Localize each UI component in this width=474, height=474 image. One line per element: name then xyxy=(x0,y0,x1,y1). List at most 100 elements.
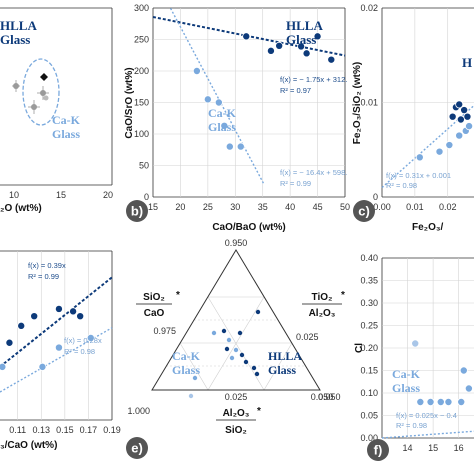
panel-b-x-label: CaO/BaO (wt%) xyxy=(212,222,285,233)
panel-f-point xyxy=(464,384,473,393)
panel-b-hlla-label: HLLA xyxy=(286,18,323,33)
panel-d-fit-cak: R² = 0.98 xyxy=(64,347,95,356)
panel-f-fits xyxy=(381,430,474,439)
panel-e-point xyxy=(233,347,239,353)
panel-d-point xyxy=(69,307,78,316)
panel-e-point xyxy=(188,393,194,399)
panel-a-x-tick: 20 xyxy=(103,190,113,200)
panel-a-point xyxy=(13,83,19,89)
panel-f-y-tick: 0.20 xyxy=(360,343,378,353)
panel-b-grid xyxy=(153,8,345,197)
panel-e-left-label-den: CaO xyxy=(144,308,165,319)
panel-e-point xyxy=(192,375,198,381)
panel-e-bottom-tick: 0.025 xyxy=(225,392,248,402)
panel-f-badge-label: f) xyxy=(374,443,383,458)
panel-c-hlla-label: H xyxy=(462,55,472,70)
panel-b-point xyxy=(236,142,245,151)
panel-b-fit-hlla: R² = 0.97 xyxy=(280,86,311,95)
panel-d: 0.11 0.13 0.15 0.17 0.19 ₃/CaO (wt%) f(x) = … xyxy=(0,250,121,451)
panel-d-fit-cak: f(x) = 0.28x xyxy=(64,336,102,345)
panel-e-left-tick: 1.000 xyxy=(127,406,150,416)
panel-e-point xyxy=(224,346,230,352)
panel-f-y-tick: 0.30 xyxy=(360,298,378,308)
panel-c: 0.00 0.01 0.02 0 0.01 0.02 Fe₂O₃/ Fe₂O₃/SiO₂… xyxy=(352,3,474,233)
panel-e-point xyxy=(221,328,227,334)
panel-b-point xyxy=(220,121,229,130)
panel-b-point xyxy=(203,95,212,104)
panel-e-point xyxy=(251,365,257,371)
panel-e-point xyxy=(243,359,249,365)
panel-b-points xyxy=(192,32,336,151)
panel-f-y-label: Cl xyxy=(354,343,365,353)
panel-b: 15 20 25 30 35 40 45 50 0 50 100 150 200 250 300 CaO/… xyxy=(124,3,350,233)
panel-f-point xyxy=(426,397,435,406)
panel-e-gridline xyxy=(207,296,265,391)
panel-e-point xyxy=(239,352,245,358)
panel-d-point xyxy=(76,312,85,321)
panel-b-point xyxy=(302,49,311,58)
panel-b-y-label: CaO/SrO (wt%) xyxy=(124,67,135,138)
panel-d-x-tick: 0.13 xyxy=(32,425,50,435)
panel-c-point xyxy=(463,112,472,121)
panel-b-cak-label: Ca-K xyxy=(208,106,237,120)
panel-e: 0.950 0.975 1.000 0.025 0.050 0.025 0.05… xyxy=(126,238,345,459)
panel-e-right-label-den: Al₂O₃ xyxy=(309,308,336,319)
panel-f-x-tick: 14 xyxy=(403,443,413,453)
panel-e-gridline xyxy=(179,342,209,391)
panel-f-cak-label: Glass xyxy=(392,381,420,395)
panel-b-point xyxy=(214,98,223,107)
panel-c-point xyxy=(456,115,465,124)
panel-a-point xyxy=(43,95,49,101)
panel-e-cak-label: Ca-K xyxy=(172,349,201,363)
panel-b-x-tick: 45 xyxy=(313,202,323,212)
panel-b-fit-hlla: f(x) = − 1.75x + 312. xyxy=(280,75,347,84)
panel-d-point xyxy=(54,343,63,352)
panel-a-x-tick: 15 xyxy=(56,190,66,200)
panel-e-point xyxy=(255,309,261,315)
panel-f-x-ticks: 13141516 xyxy=(377,443,464,453)
panel-d-x-tick: 0.17 xyxy=(80,425,98,435)
panel-e-bottom-label-den: SiO₂ xyxy=(225,425,247,436)
panel-f-fit-cak: f(x) = 0.025x − 0.4 xyxy=(396,411,457,420)
panel-e-point xyxy=(229,355,235,361)
panel-f-x-tick: 16 xyxy=(454,443,464,453)
panel-c-point xyxy=(455,131,464,140)
panel-f-point xyxy=(416,397,425,406)
panel-b-point xyxy=(242,32,251,41)
panel-f-grid xyxy=(382,258,474,438)
panel-c-x-tick: 0.02 xyxy=(439,202,457,212)
panel-e-cak-label: Glass xyxy=(172,363,200,377)
panel-e-top-vertex: 0.950 xyxy=(225,238,248,248)
panel-e-right-tick: 0.025 xyxy=(296,332,319,342)
panel-d-fit-line xyxy=(0,327,113,393)
panel-b-x-ticks: 15 20 25 30 35 40 45 50 xyxy=(148,202,350,212)
panel-b-x-tick: 30 xyxy=(230,202,240,212)
panel-a-cak-label: Glass xyxy=(52,127,80,141)
panel-a-hlla-label: Glass xyxy=(0,32,30,47)
panel-f-point xyxy=(444,397,453,406)
panel-c-badge xyxy=(353,200,375,222)
panel-b-x-tick: 40 xyxy=(285,202,295,212)
panel-f-y-tick: 0.00 xyxy=(360,433,378,443)
panel-b-fit-cak: R² = 0.99 xyxy=(280,179,311,188)
panel-e-gridline xyxy=(263,342,293,391)
panel-d-x-label: ₃/CaO (wt%) xyxy=(0,440,57,451)
panel-f-fit-cak: R² = 0.98 xyxy=(396,421,427,430)
panel-d-point xyxy=(17,321,26,330)
panel-f-point xyxy=(459,366,468,375)
panel-d-point xyxy=(30,312,39,321)
panel-b-point xyxy=(225,142,234,151)
panel-e-hlla-label: Glass xyxy=(268,363,296,377)
panel-b-y-tick: 200 xyxy=(134,66,149,76)
panel-b-y-tick: 50 xyxy=(139,161,149,171)
panel-a-point xyxy=(31,104,37,110)
panel-c-x-label: Fe₂O₃/ xyxy=(412,222,444,233)
panel-f-points xyxy=(411,339,473,406)
panel-b-y-ticks: 0 50 100 150 200 250 300 xyxy=(134,3,149,202)
panel-d-fit-hlla: R² = 0.99 xyxy=(28,272,59,281)
panel-c-x-ticks: 0.00 0.01 0.02 xyxy=(373,202,456,212)
panel-e-point xyxy=(254,371,260,377)
panel-e-badge-label: e) xyxy=(131,441,143,456)
panel-b-y-tick: 100 xyxy=(134,129,149,139)
panel-c-badge-label: c) xyxy=(358,204,370,219)
